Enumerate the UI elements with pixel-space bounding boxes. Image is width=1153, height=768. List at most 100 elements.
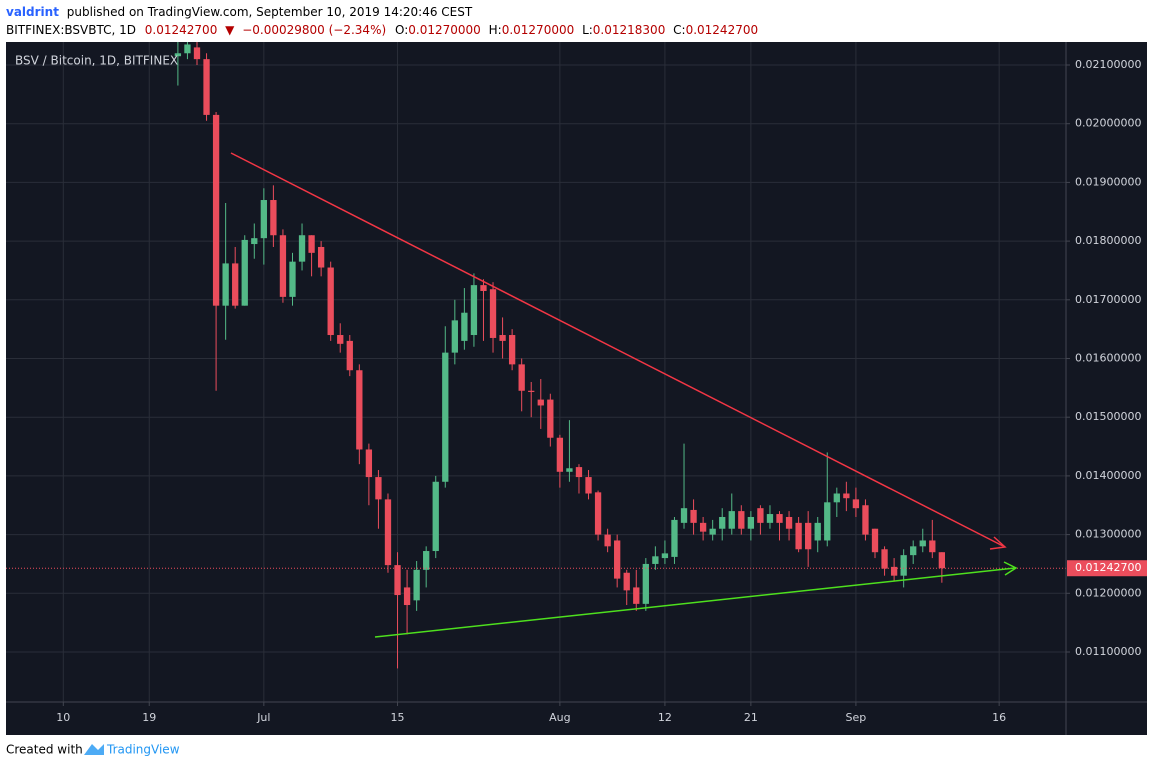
candle-body	[938, 552, 946, 569]
x-tick-label: Jul	[256, 711, 270, 724]
resistance-arrow	[989, 536, 1007, 550]
candle-body	[480, 285, 487, 291]
candle-body	[518, 364, 525, 391]
candle-body	[824, 502, 831, 541]
candle-body	[671, 519, 678, 557]
chart-background	[6, 42, 1147, 735]
candle-body	[862, 505, 869, 535]
candle-body	[814, 522, 821, 541]
candle-body	[184, 44, 191, 54]
candle-body	[852, 499, 860, 509]
y-tick-label: 0.02100000	[1075, 58, 1141, 71]
x-tick-label: 16	[992, 711, 1006, 724]
candle-body	[432, 481, 439, 552]
brand-logo	[84, 744, 104, 755]
close-value: 0.01242700	[686, 23, 759, 37]
candle-body	[193, 47, 201, 60]
candle-body	[317, 246, 325, 268]
candle-body	[470, 285, 478, 336]
y-tick-label: 0.01400000	[1075, 469, 1141, 482]
candles	[6, 42, 1066, 669]
candle-body	[575, 467, 583, 478]
candle-body	[346, 340, 353, 371]
y-tick-label: 0.01300000	[1075, 528, 1141, 541]
candle-body	[594, 492, 602, 535]
x-tick-label: 10	[56, 711, 70, 724]
candle-body	[232, 263, 239, 306]
change-arrow: ▼	[225, 23, 235, 37]
y-tick-label: 0.01700000	[1075, 293, 1141, 306]
candle-body	[212, 114, 220, 306]
trendlines	[230, 152, 1018, 638]
x-tick-label: Sep	[846, 711, 867, 724]
symbol: BITFINEX:BSVBTC, 1D	[6, 23, 136, 37]
candle-body	[327, 267, 334, 336]
chart-title: BSV / Bitcoin, 1D, BITFINEX	[15, 54, 178, 68]
candle-body	[614, 540, 621, 579]
grid	[6, 42, 1066, 702]
candle-body	[757, 508, 764, 523]
candle-body	[279, 235, 287, 297]
candle-body	[461, 312, 468, 341]
candle-body	[642, 563, 649, 604]
candle-body	[604, 534, 611, 547]
candle-body	[747, 516, 755, 529]
open-value: 0.01270000	[408, 23, 481, 37]
candle-body	[881, 549, 888, 569]
candle-body	[633, 587, 640, 604]
candle-body	[919, 540, 926, 547]
candle-body	[203, 59, 210, 115]
candle-body	[298, 235, 306, 262]
candle-body	[661, 553, 669, 559]
y-tick-label: 0.01200000	[1075, 586, 1141, 599]
candle-body	[738, 511, 745, 529]
change: −0.00029800 (−2.34%)	[242, 23, 386, 37]
candle-body	[308, 235, 315, 253]
high-value: 0.01270000	[502, 23, 575, 37]
candle-body	[776, 514, 783, 523]
footer-created: Created with	[6, 743, 83, 757]
header-line: valdrint published on TradingView.com, S…	[6, 5, 473, 19]
candle-body	[699, 522, 707, 532]
footer-brand[interactable]: TradingView	[106, 743, 180, 757]
support-line[interactable]	[374, 567, 1016, 638]
candle-body	[709, 528, 716, 535]
candle-body	[337, 335, 344, 344]
candle-body	[384, 499, 392, 566]
x-tick-label: 21	[744, 711, 758, 724]
candle-body	[413, 569, 420, 601]
candle-body	[365, 449, 373, 478]
x-tick-label: Aug	[549, 711, 570, 724]
last-price-tag	[1067, 560, 1147, 577]
low-label: L:	[582, 23, 593, 37]
symbol-line: BITFINEX:BSVBTC, 1D 0.01242700 ▼ −0.0002…	[6, 23, 758, 37]
candle-body	[585, 477, 592, 494]
y-tick-label: 0.02000000	[1075, 117, 1141, 130]
candle-body	[489, 289, 497, 338]
axes: 0.01100000 0.01200000 0.01300000 0.01400000…	[56, 58, 1147, 724]
candle-body	[442, 352, 449, 482]
author[interactable]: valdrint	[6, 5, 59, 19]
x-tick-label: 12	[658, 711, 672, 724]
candle-body	[843, 493, 850, 499]
candle-body	[719, 516, 726, 529]
high-label: H:	[489, 23, 502, 37]
candle-body	[910, 546, 917, 556]
resistance-line[interactable]	[230, 152, 1004, 547]
candle-body	[556, 437, 564, 472]
close-label: C:	[673, 23, 685, 37]
support-arrow	[1003, 561, 1018, 576]
candle-body	[423, 551, 430, 570]
candle-body	[394, 565, 401, 596]
candle-body	[499, 335, 506, 341]
candle-body	[508, 335, 516, 365]
y-tick-label: 0.01800000	[1075, 234, 1141, 247]
candle-body	[766, 514, 774, 523]
y-tick-label: 0.01900000	[1075, 175, 1141, 188]
candle-body	[833, 493, 840, 503]
low-value: 0.01218300	[593, 23, 666, 37]
candle-body	[785, 516, 793, 529]
y-tick-label: 0.01600000	[1075, 351, 1141, 364]
